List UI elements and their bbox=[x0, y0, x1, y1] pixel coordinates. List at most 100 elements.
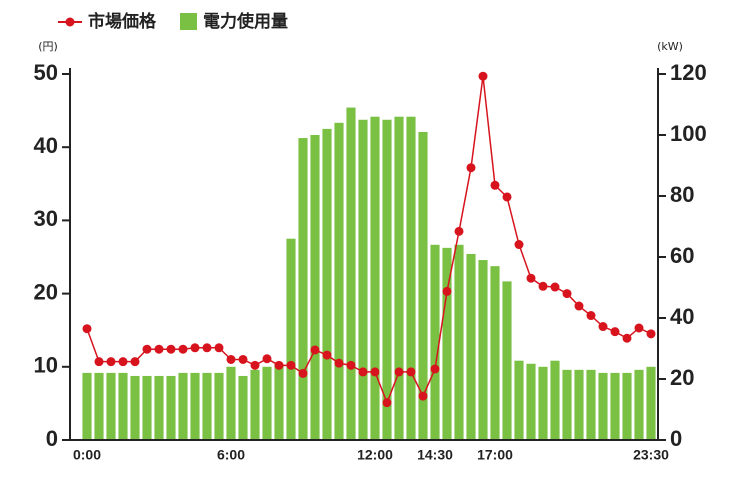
bar bbox=[334, 122, 344, 441]
y2-tick-label: 100 bbox=[670, 121, 707, 146]
price-point bbox=[178, 344, 188, 354]
price-point bbox=[430, 364, 440, 374]
price-point bbox=[442, 286, 452, 296]
bar bbox=[382, 119, 392, 440]
price-point bbox=[226, 354, 236, 364]
price-point bbox=[526, 273, 536, 283]
bar bbox=[586, 369, 596, 440]
x-tick-label: 17:00 bbox=[477, 447, 513, 463]
price-point bbox=[634, 323, 644, 333]
y2-unit: (kW) bbox=[657, 40, 683, 53]
price-point bbox=[250, 360, 260, 370]
price-point bbox=[142, 344, 152, 354]
bar bbox=[130, 375, 140, 440]
bar bbox=[490, 266, 500, 440]
price-point bbox=[214, 343, 224, 353]
bar bbox=[478, 260, 488, 440]
x-tick-label: 14:30 bbox=[417, 447, 453, 463]
y-tick-label: 20 bbox=[34, 279, 58, 304]
price-point bbox=[610, 327, 620, 337]
bar bbox=[106, 372, 116, 440]
bar bbox=[226, 366, 236, 440]
bar bbox=[538, 366, 548, 440]
price-point bbox=[310, 345, 320, 355]
x-tick-label: 6:00 bbox=[217, 447, 245, 463]
price-point bbox=[82, 324, 92, 334]
price-point bbox=[334, 358, 344, 368]
bar bbox=[370, 116, 380, 440]
y2-tick-label: 120 bbox=[670, 60, 707, 85]
bar bbox=[394, 116, 404, 440]
bar bbox=[526, 363, 536, 440]
bar bbox=[310, 135, 320, 440]
bar bbox=[166, 375, 176, 440]
price-point bbox=[106, 357, 116, 367]
legend-marker bbox=[65, 17, 75, 27]
price-point bbox=[166, 344, 176, 354]
price-point bbox=[202, 343, 212, 353]
price-point bbox=[154, 344, 164, 354]
price-point bbox=[574, 301, 584, 311]
bar bbox=[322, 128, 332, 440]
price-point bbox=[562, 289, 572, 299]
price-point bbox=[262, 354, 272, 364]
y-tick-label: 0 bbox=[46, 426, 58, 451]
bar bbox=[454, 244, 464, 440]
bar bbox=[610, 372, 620, 440]
price-point bbox=[418, 391, 428, 401]
y-tick-label: 50 bbox=[34, 60, 58, 85]
price-point bbox=[490, 180, 500, 190]
legend-label: 市場価格 bbox=[88, 11, 157, 32]
legend-swatch bbox=[180, 13, 197, 30]
bar bbox=[502, 281, 512, 440]
bar bbox=[574, 369, 584, 440]
bar bbox=[646, 366, 656, 440]
price-point bbox=[358, 367, 368, 377]
price-point bbox=[466, 163, 476, 173]
price-point bbox=[274, 360, 284, 370]
bar bbox=[358, 119, 368, 440]
y2-tick-label: 0 bbox=[670, 426, 682, 451]
price-point bbox=[118, 357, 128, 367]
bar bbox=[94, 372, 104, 440]
price-point bbox=[394, 367, 404, 377]
price-point bbox=[586, 311, 596, 321]
y-tick-label: 40 bbox=[34, 133, 58, 158]
price-point bbox=[454, 226, 464, 236]
bar bbox=[82, 372, 92, 440]
y-tick-label: 30 bbox=[34, 206, 58, 231]
bar bbox=[406, 116, 416, 440]
y-unit: (円) bbox=[38, 40, 58, 53]
price-point bbox=[94, 357, 104, 367]
bar bbox=[418, 131, 428, 440]
price-point bbox=[478, 71, 488, 81]
bar bbox=[202, 372, 212, 440]
bar bbox=[154, 375, 164, 440]
price-point bbox=[622, 333, 632, 343]
price-point bbox=[130, 357, 140, 367]
bar bbox=[214, 372, 224, 440]
price-point bbox=[550, 282, 560, 292]
price-point bbox=[298, 368, 308, 378]
price-point bbox=[502, 192, 512, 202]
price-point bbox=[382, 398, 392, 408]
legend-label: 電力使用量 bbox=[203, 11, 288, 32]
price-point bbox=[190, 343, 200, 353]
bar bbox=[442, 247, 452, 440]
price-point bbox=[370, 367, 380, 377]
bar bbox=[466, 253, 476, 440]
price-line bbox=[86, 76, 652, 405]
price-point bbox=[406, 367, 416, 377]
y2-tick-label: 40 bbox=[670, 304, 694, 329]
bar bbox=[286, 238, 296, 440]
price-point bbox=[286, 360, 296, 370]
bar bbox=[598, 372, 608, 440]
price-point bbox=[514, 240, 524, 250]
y2-tick-label: 60 bbox=[670, 243, 694, 268]
price-point bbox=[322, 350, 332, 360]
bar bbox=[178, 372, 188, 440]
bar bbox=[262, 366, 272, 440]
bar bbox=[562, 369, 572, 440]
price-point bbox=[598, 322, 608, 332]
